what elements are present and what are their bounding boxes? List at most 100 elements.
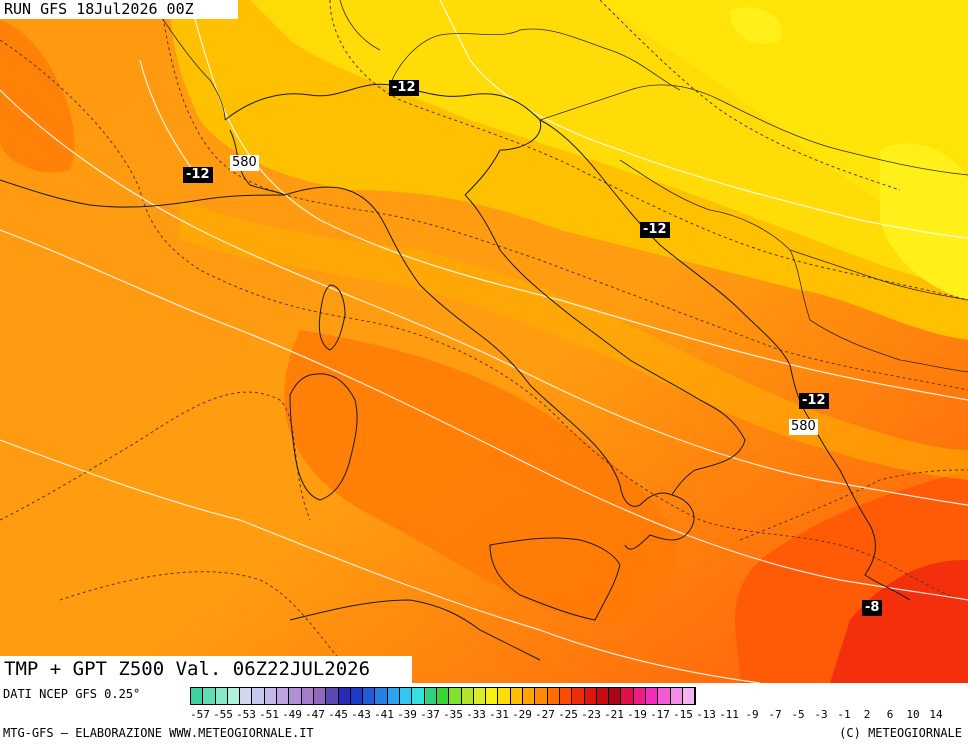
legend-tick-label: -35 bbox=[443, 708, 463, 721]
legend-swatch bbox=[559, 688, 573, 704]
legend-tick-label: -51 bbox=[259, 708, 279, 721]
legend-swatch bbox=[449, 688, 462, 704]
legend-swatch bbox=[510, 688, 524, 704]
legend-swatch bbox=[203, 688, 216, 704]
legend-tick-label: -1 bbox=[837, 708, 851, 721]
legend-swatch bbox=[645, 688, 659, 704]
legend-swatch bbox=[277, 688, 290, 704]
legend-swatch bbox=[215, 688, 228, 704]
legend-tick-label: -27 bbox=[535, 708, 555, 721]
legend-tick-label: -55 bbox=[213, 708, 233, 721]
legend-swatch bbox=[350, 688, 364, 704]
isotherm-label: -12 bbox=[799, 393, 829, 409]
legend-tick-label: -5 bbox=[791, 708, 805, 721]
legend-tick-label: -11 bbox=[719, 708, 739, 721]
legend-tick-label: 10 bbox=[906, 708, 920, 721]
legend-swatch bbox=[400, 688, 413, 704]
legend-tick-label: -49 bbox=[282, 708, 302, 721]
legend-tick-label: -15 bbox=[673, 708, 693, 721]
legend-swatch bbox=[461, 688, 474, 704]
legend-tick-label: -53 bbox=[236, 708, 256, 721]
legend-swatch bbox=[227, 688, 241, 704]
legend-tick-label: -45 bbox=[328, 708, 348, 721]
legend-tick-label: -29 bbox=[512, 708, 532, 721]
legend-tick-label: -37 bbox=[420, 708, 440, 721]
legend-tick-label: -17 bbox=[650, 708, 670, 721]
legend-tick-label: -57 bbox=[190, 708, 210, 721]
legend-swatch bbox=[436, 688, 450, 704]
geopotential-contours bbox=[0, 0, 968, 683]
credit-right: (C) METEOGIORNALE bbox=[839, 726, 962, 740]
legend-tick-label: -13 bbox=[696, 708, 716, 721]
legend-swatch bbox=[289, 688, 302, 704]
legend-tick-label: -41 bbox=[374, 708, 394, 721]
orange-belt bbox=[180, 200, 968, 480]
legend-tick-label: -19 bbox=[627, 708, 647, 721]
data-source-label: DATI NCEP GFS 0.25° bbox=[3, 687, 141, 701]
coastlines bbox=[0, 83, 911, 661]
legend-tick-label: -9 bbox=[745, 708, 759, 721]
legend-swatch bbox=[658, 688, 671, 704]
legend-swatch bbox=[363, 688, 376, 704]
legend-swatch bbox=[412, 688, 425, 704]
legend-tick-label: -43 bbox=[351, 708, 371, 721]
run-label: RUN GFS 18Jul2026 00Z bbox=[0, 0, 238, 19]
legend-swatch bbox=[547, 688, 560, 704]
legend-tick-label: -3 bbox=[814, 708, 828, 721]
legend-swatch bbox=[424, 688, 437, 704]
warm-patch-west bbox=[0, 20, 75, 173]
legend-swatch bbox=[621, 688, 634, 704]
legend-tick-label: -21 bbox=[604, 708, 624, 721]
isotherm-label: -12 bbox=[640, 222, 670, 238]
geopotential-label: 580 bbox=[789, 419, 818, 435]
legend-tick-label: -33 bbox=[466, 708, 486, 721]
legend-swatch bbox=[535, 688, 548, 704]
mildest-area-northeast bbox=[600, 0, 968, 230]
legend-swatch bbox=[670, 688, 683, 704]
color-legend-bar bbox=[190, 687, 697, 705]
legend-swatch bbox=[584, 688, 597, 704]
borders bbox=[149, 0, 968, 373]
legend-tick-label: -47 bbox=[305, 708, 325, 721]
legend-swatch bbox=[326, 688, 339, 704]
legend-swatch bbox=[301, 688, 314, 704]
cool-spot-alps bbox=[730, 7, 782, 44]
map-title: TMP + GPT Z500 Val. 06Z22JUL2026 bbox=[0, 656, 412, 683]
isotherm-label: -12 bbox=[183, 167, 213, 183]
temperature-map bbox=[0, 0, 968, 683]
legend-swatch bbox=[338, 688, 351, 704]
legend-swatch bbox=[682, 688, 696, 704]
hotter-area-southeast bbox=[830, 560, 968, 683]
legend-tick-label: -25 bbox=[558, 708, 578, 721]
isotherm-contours bbox=[0, 0, 968, 683]
legend-tick-label: -7 bbox=[768, 708, 782, 721]
legend-tick-label: 14 bbox=[929, 708, 943, 721]
legend-tick-label: -23 bbox=[581, 708, 601, 721]
legend-swatch bbox=[387, 688, 401, 704]
legend-swatch bbox=[596, 688, 610, 704]
legend-swatch bbox=[313, 688, 327, 704]
legend-swatch bbox=[498, 688, 511, 704]
legend-swatch bbox=[375, 688, 388, 704]
isotherm-label: -8 bbox=[862, 600, 883, 616]
legend-swatch bbox=[191, 688, 204, 704]
legend-tick-label: 2 bbox=[863, 708, 871, 721]
legend-tick-label: -39 bbox=[397, 708, 417, 721]
isotherm-label: -12 bbox=[389, 80, 419, 96]
legend-swatch bbox=[252, 688, 265, 704]
cool-spot-balkans bbox=[880, 143, 968, 300]
legend-swatch bbox=[572, 688, 585, 704]
legend-swatch bbox=[240, 688, 253, 704]
legend-swatch bbox=[473, 688, 487, 704]
geopotential-label: 580 bbox=[230, 155, 259, 171]
legend-tick-label: 6 bbox=[886, 708, 894, 721]
warm-band bbox=[284, 330, 677, 624]
legend-swatch bbox=[609, 688, 622, 704]
legend-swatch bbox=[486, 688, 499, 704]
credit-left: MTG-GFS – ELABORAZIONE WWW.METEOGIORNALE… bbox=[3, 726, 314, 740]
legend-tick-label: -31 bbox=[489, 708, 509, 721]
legend-swatch bbox=[264, 688, 278, 704]
legend-swatch bbox=[633, 688, 646, 704]
legend-swatch bbox=[523, 688, 536, 704]
